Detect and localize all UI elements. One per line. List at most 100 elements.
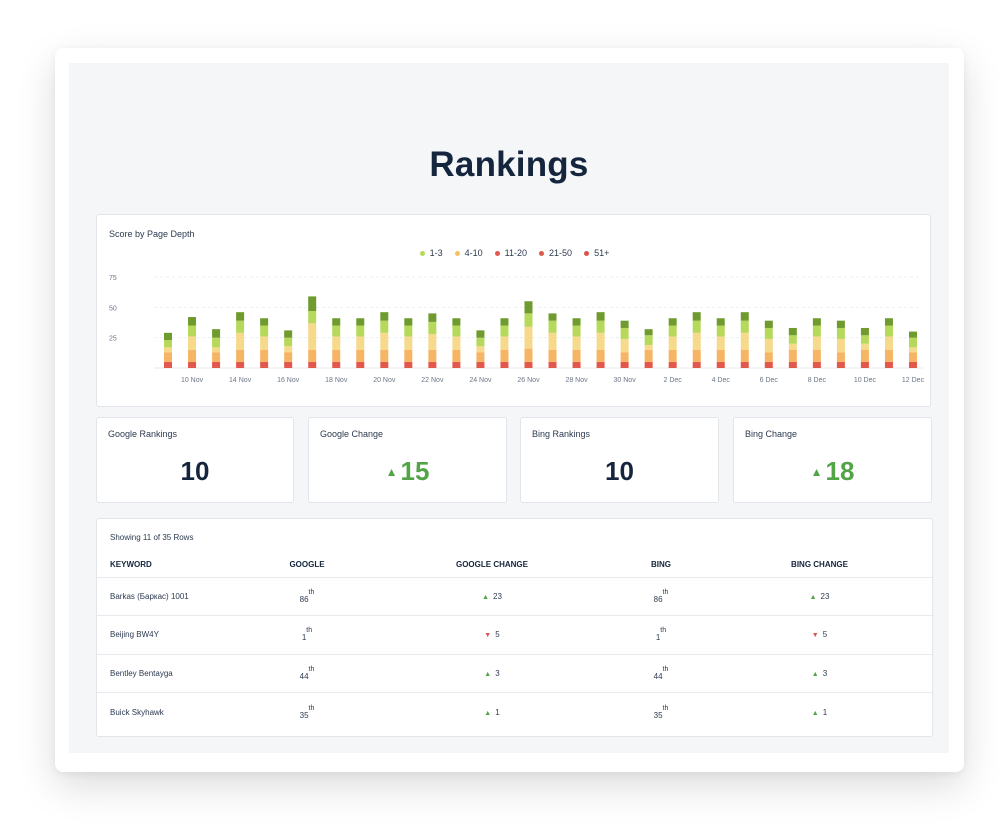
- bar-segment-1-3[interactable]: [524, 313, 533, 327]
- bar-segment-21-50[interactable]: [908, 352, 917, 362]
- bar-segment-11-20[interactable]: [404, 336, 413, 350]
- bar-segment-11-20[interactable]: [908, 347, 917, 353]
- bar-segment-21-50[interactable]: [476, 352, 485, 362]
- bar-segment-51+[interactable]: [668, 361, 677, 368]
- bar-segment-11-20[interactable]: [308, 323, 317, 350]
- bar-segment-11-20[interactable]: [764, 338, 773, 353]
- bar-segment-4-10[interactable]: [404, 318, 413, 326]
- legend-item[interactable]: 51+: [584, 248, 609, 258]
- bar-segment-4-10[interactable]: [236, 312, 245, 321]
- bar-segment-4-10[interactable]: [212, 329, 221, 338]
- bar-segment-4-10[interactable]: [308, 296, 317, 311]
- bar-segment-1-3[interactable]: [548, 320, 557, 333]
- bar-segment-51+[interactable]: [476, 361, 485, 368]
- bar-segment-51+[interactable]: [620, 361, 629, 368]
- bar-segment-11-20[interactable]: [860, 343, 869, 350]
- bar-segment-51+[interactable]: [380, 361, 389, 368]
- bar-segment-21-50[interactable]: [668, 349, 677, 362]
- bar-segment-51+[interactable]: [332, 361, 341, 368]
- bar-segment-1-3[interactable]: [500, 325, 509, 337]
- bar-segment-11-20[interactable]: [476, 346, 485, 353]
- bar-segment-4-10[interactable]: [764, 320, 773, 328]
- bar-segment-11-20[interactable]: [332, 336, 341, 350]
- bar-segment-51+[interactable]: [596, 361, 605, 368]
- bar-segment-4-10[interactable]: [884, 318, 893, 326]
- bar-segment-1-3[interactable]: [284, 337, 293, 347]
- bar-segment-1-3[interactable]: [716, 325, 725, 337]
- bar-segment-21-50[interactable]: [188, 349, 197, 362]
- bar-segment-1-3[interactable]: [860, 335, 869, 344]
- bar-segment-11-20[interactable]: [524, 326, 533, 349]
- bar-segment-51+[interactable]: [788, 361, 797, 368]
- bar-segment-51+[interactable]: [500, 361, 509, 368]
- bar-segment-4-10[interactable]: [284, 330, 293, 338]
- bar-segment-51+[interactable]: [404, 361, 413, 368]
- bar-segment-51+[interactable]: [692, 361, 701, 368]
- bar-segment-21-50[interactable]: [500, 349, 509, 362]
- bar-segment-21-50[interactable]: [524, 348, 533, 362]
- bar-segment-11-20[interactable]: [212, 347, 221, 353]
- bar-segment-11-20[interactable]: [428, 334, 437, 350]
- bar-segment-21-50[interactable]: [692, 349, 701, 362]
- bar-segment-1-3[interactable]: [404, 325, 413, 337]
- bar-segment-1-3[interactable]: [308, 310, 317, 324]
- bar-segment-51+[interactable]: [164, 361, 173, 368]
- bar-segment-21-50[interactable]: [428, 349, 437, 362]
- bar-segment-51+[interactable]: [884, 361, 893, 368]
- bar-segment-11-20[interactable]: [452, 336, 461, 350]
- bar-segment-51+[interactable]: [308, 361, 317, 368]
- bar-segment-21-50[interactable]: [836, 352, 845, 362]
- bar-segment-51+[interactable]: [764, 361, 773, 368]
- bar-segment-51+[interactable]: [836, 361, 845, 368]
- bar-segment-11-20[interactable]: [356, 336, 365, 350]
- bar-segment-1-3[interactable]: [332, 325, 341, 337]
- bar-segment-21-50[interactable]: [284, 352, 293, 362]
- bar-segment-51+[interactable]: [452, 361, 461, 368]
- bar-segment-21-50[interactable]: [332, 349, 341, 362]
- bar-segment-4-10[interactable]: [476, 330, 485, 338]
- bar-segment-4-10[interactable]: [596, 312, 605, 321]
- bar-segment-1-3[interactable]: [908, 337, 917, 348]
- bar-segment-4-10[interactable]: [788, 327, 797, 336]
- bar-segment-11-20[interactable]: [644, 344, 653, 350]
- bar-segment-1-3[interactable]: [260, 325, 269, 337]
- bar-segment-51+[interactable]: [740, 361, 749, 368]
- bar-segment-11-20[interactable]: [740, 332, 749, 350]
- bar-segment-1-3[interactable]: [452, 325, 461, 337]
- bar-segment-1-3[interactable]: [188, 325, 197, 337]
- bar-segment-1-3[interactable]: [740, 320, 749, 333]
- bar-segment-21-50[interactable]: [716, 349, 725, 362]
- bar-segment-11-20[interactable]: [164, 347, 173, 353]
- bar-segment-4-10[interactable]: [716, 318, 725, 326]
- bar-segment-11-20[interactable]: [692, 332, 701, 350]
- bar-segment-1-3[interactable]: [692, 320, 701, 333]
- legend-item[interactable]: 11-20: [494, 248, 527, 258]
- bar-segment-11-20[interactable]: [260, 336, 269, 350]
- bar-segment-11-20[interactable]: [812, 336, 821, 350]
- bar-segment-4-10[interactable]: [572, 318, 581, 326]
- bar-segment-11-20[interactable]: [284, 346, 293, 353]
- bar-segment-4-10[interactable]: [692, 312, 701, 321]
- legend-item[interactable]: 21-50: [539, 248, 572, 258]
- bar-segment-21-50[interactable]: [740, 349, 749, 362]
- bar-segment-51+[interactable]: [572, 361, 581, 368]
- bar-segment-51+[interactable]: [908, 361, 917, 368]
- bar-segment-4-10[interactable]: [164, 332, 173, 341]
- bar-segment-11-20[interactable]: [668, 336, 677, 350]
- bar-segment-11-20[interactable]: [548, 332, 557, 350]
- bar-segment-4-10[interactable]: [908, 331, 917, 338]
- bar-segment-1-3[interactable]: [764, 327, 773, 339]
- bar-segment-1-3[interactable]: [812, 325, 821, 337]
- bar-segment-51+[interactable]: [860, 361, 869, 368]
- bar-segment-4-10[interactable]: [452, 318, 461, 326]
- bar-segment-11-20[interactable]: [500, 336, 509, 350]
- bar-segment-21-50[interactable]: [788, 349, 797, 362]
- legend-item[interactable]: 4-10: [454, 248, 483, 258]
- bar-segment-51+[interactable]: [188, 361, 197, 368]
- bar-segment-51+[interactable]: [212, 361, 221, 368]
- bar-segment-21-50[interactable]: [764, 352, 773, 362]
- bar-segment-4-10[interactable]: [668, 318, 677, 326]
- bar-segment-51+[interactable]: [548, 361, 557, 368]
- bar-segment-4-10[interactable]: [644, 329, 653, 336]
- bar-segment-4-10[interactable]: [524, 301, 533, 314]
